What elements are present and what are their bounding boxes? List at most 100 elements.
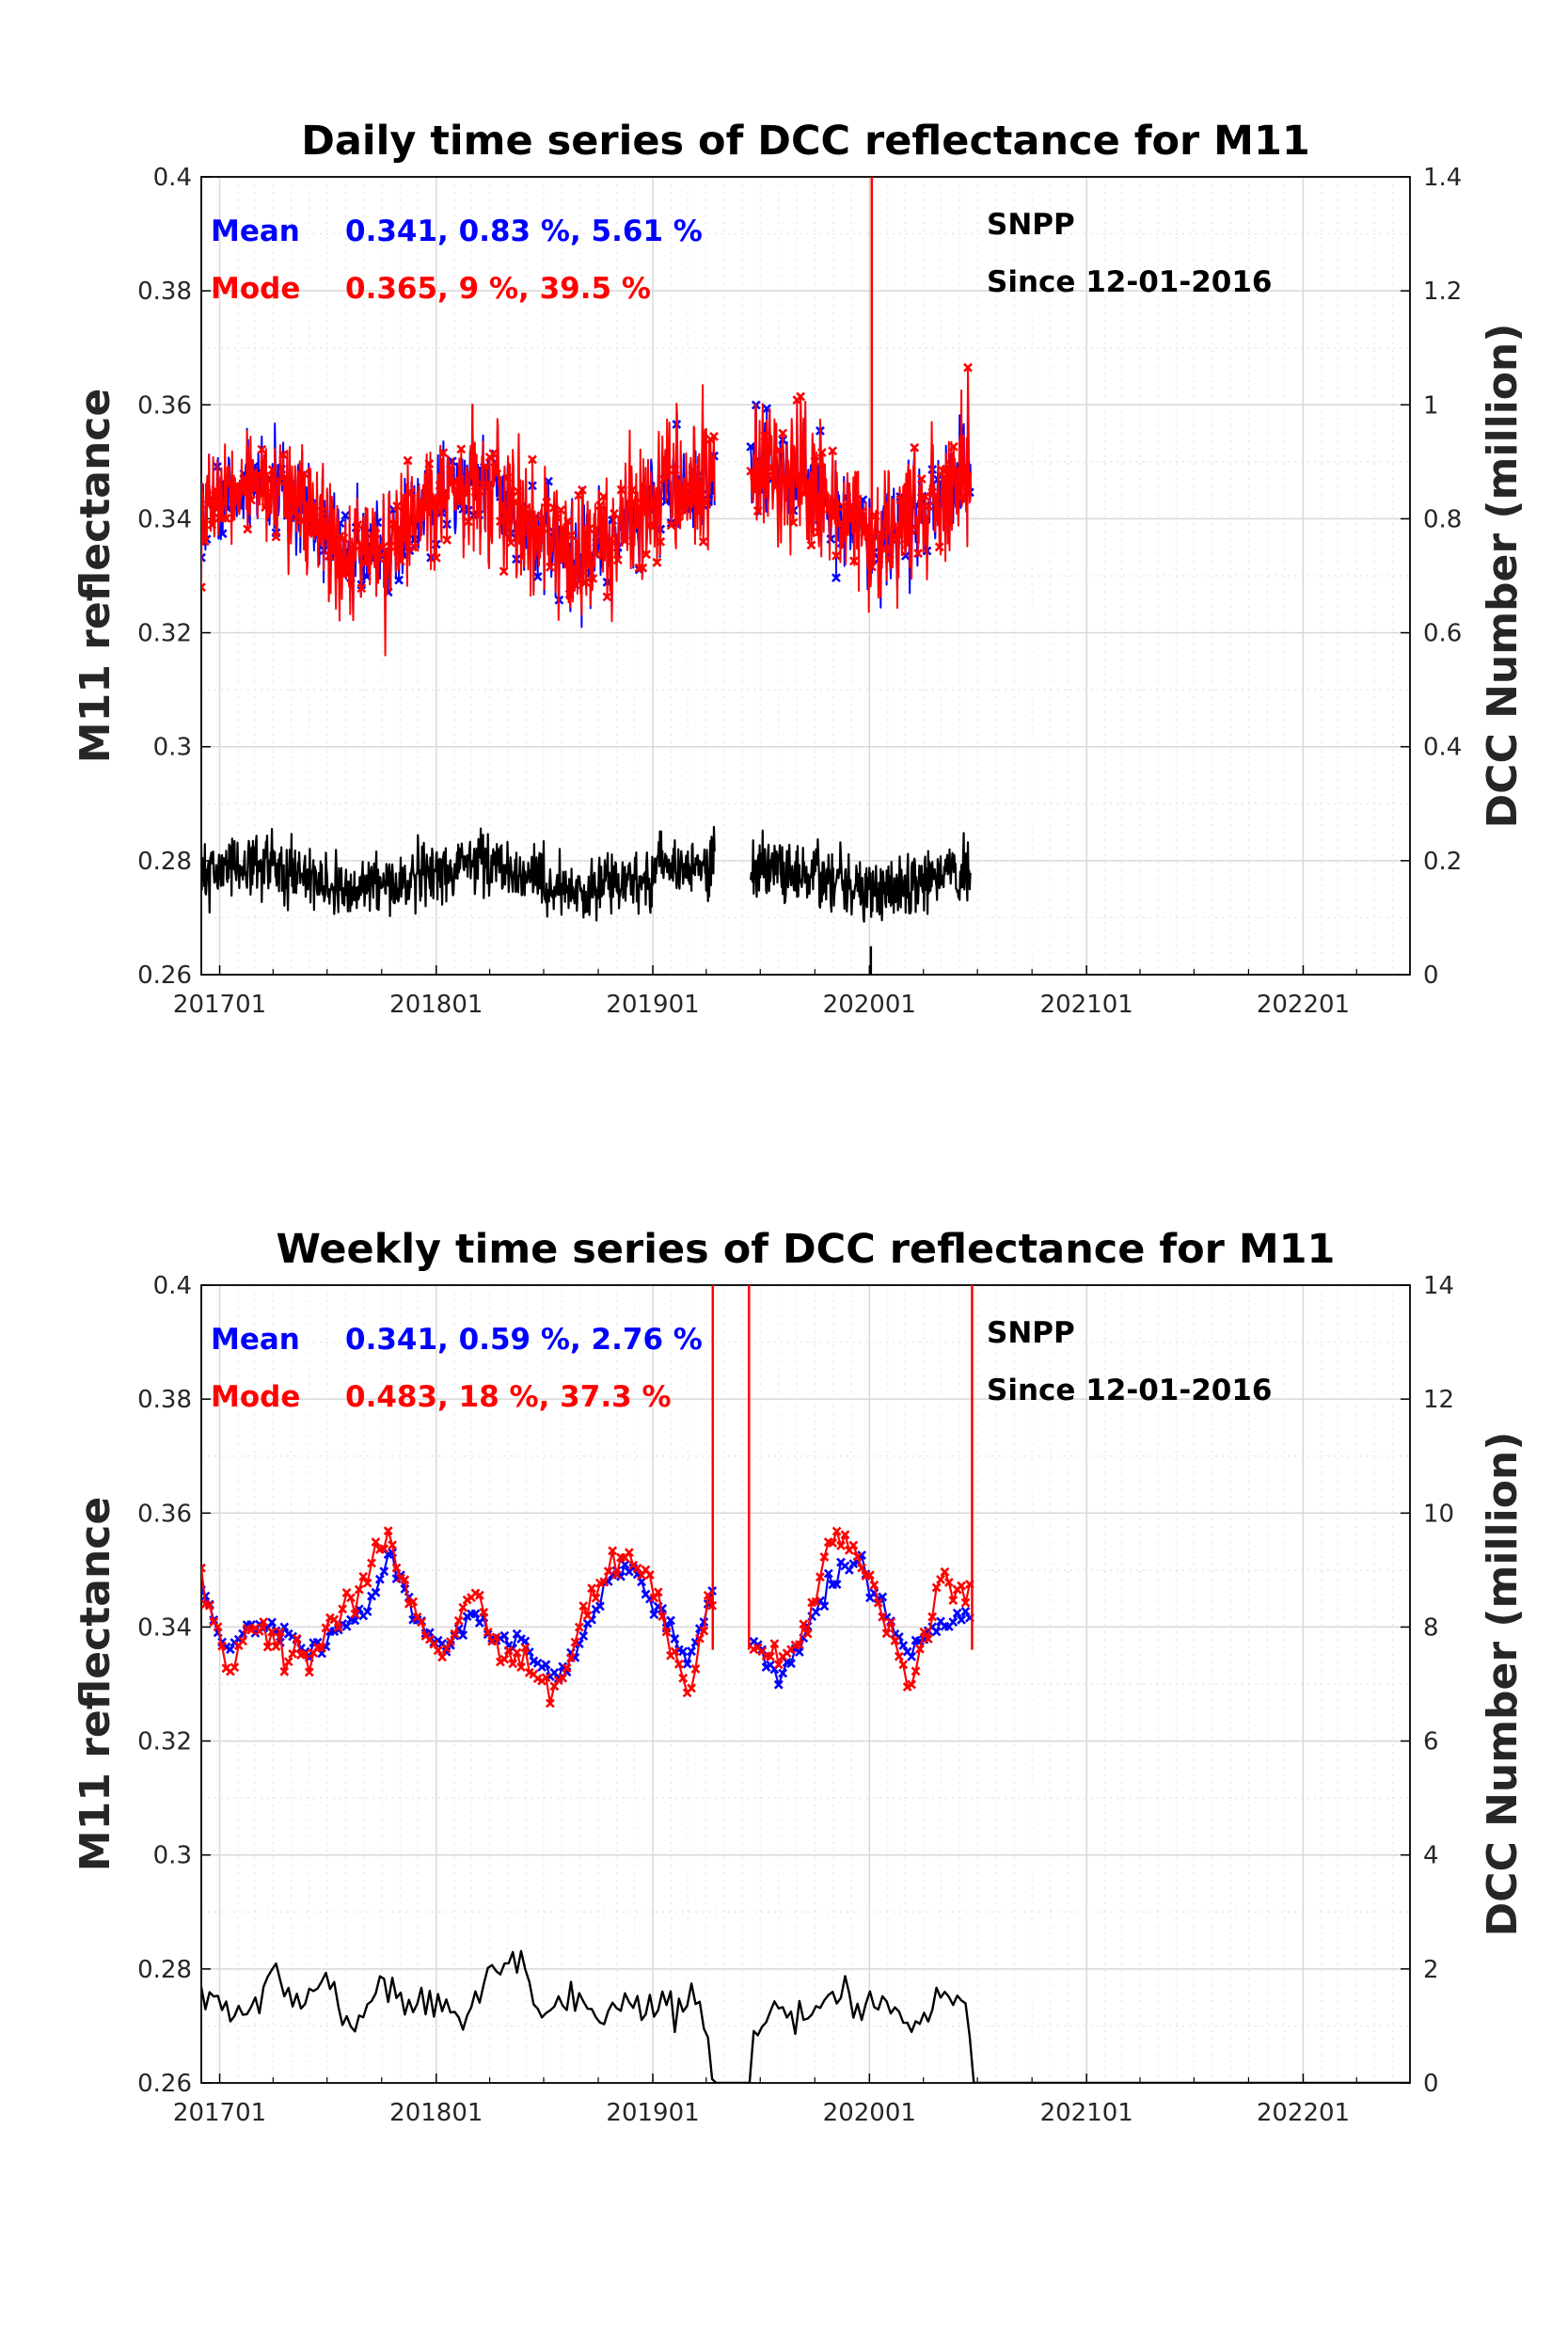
mode-marker bbox=[362, 1578, 372, 1588]
mean-marker bbox=[341, 510, 351, 520]
weekly-chart-panel: 0.26 0.28 0.3 0.32 0.34 0.36 0.38 0.4 0 2 4 6 8 10 12 1… bbox=[71, 1226, 1527, 2127]
mode-marker bbox=[417, 1617, 426, 1628]
mode-marker bbox=[463, 516, 473, 527]
mode-marker bbox=[285, 498, 295, 508]
mode-marker bbox=[267, 1627, 277, 1637]
mode-marker bbox=[578, 485, 587, 495]
mode-marker bbox=[842, 509, 852, 519]
mode-marker bbox=[263, 489, 274, 500]
mode-marker bbox=[814, 527, 823, 537]
mean-marker bbox=[957, 1614, 967, 1625]
mode-marker bbox=[546, 1698, 555, 1708]
x-tick-label: 202201 bbox=[1257, 991, 1350, 1019]
mode-marker bbox=[620, 536, 630, 546]
mean-marker bbox=[225, 1645, 235, 1655]
mode-marker bbox=[213, 1622, 223, 1632]
mode-marker bbox=[288, 1648, 298, 1659]
mode-marker bbox=[624, 498, 634, 508]
y-tick-label: 0.32 bbox=[137, 620, 192, 648]
mode-marker bbox=[884, 554, 895, 564]
mode-marker bbox=[778, 428, 788, 438]
mean-marker bbox=[823, 1568, 833, 1579]
mode-marker bbox=[670, 1646, 680, 1657]
mode-marker bbox=[606, 533, 616, 544]
mode-marker bbox=[566, 1653, 576, 1663]
mode-marker bbox=[691, 493, 702, 503]
mode-marker bbox=[591, 1593, 601, 1603]
mode-marker bbox=[848, 556, 859, 566]
mean-marker bbox=[541, 1660, 551, 1670]
mode-marker bbox=[346, 1593, 356, 1603]
mean-marker bbox=[649, 1610, 659, 1620]
mode-marker bbox=[201, 1563, 206, 1573]
mode-marker bbox=[832, 1526, 842, 1536]
mode-marker bbox=[892, 534, 902, 545]
since-label: Since 12-01-2016 bbox=[987, 265, 1273, 299]
x-tick-label: 201701 bbox=[173, 2099, 266, 2127]
mode-marker bbox=[648, 521, 658, 532]
y2-tick-label: 1 bbox=[1423, 391, 1439, 420]
mode-marker bbox=[313, 518, 324, 528]
mode-marker bbox=[806, 540, 816, 550]
mode-marker bbox=[810, 456, 820, 467]
mode-marker bbox=[542, 498, 552, 507]
mode-series bbox=[201, 384, 716, 657]
mode-marker bbox=[898, 505, 909, 516]
mode-marker bbox=[467, 472, 477, 483]
y2-tick-label: 2 bbox=[1423, 1956, 1439, 1984]
mode-marker bbox=[354, 1584, 364, 1595]
mode-marker bbox=[659, 474, 669, 485]
mode-marker bbox=[358, 1571, 369, 1581]
y-tick-label: 0.26 bbox=[137, 961, 192, 990]
mode-marker bbox=[927, 1612, 938, 1622]
y2-tick-label: 0.4 bbox=[1423, 734, 1462, 762]
mode-marker bbox=[902, 539, 912, 549]
mode-marker bbox=[488, 449, 499, 459]
mode-marker bbox=[452, 485, 463, 496]
mode-marker bbox=[690, 1664, 701, 1674]
mean-marker bbox=[620, 1560, 630, 1569]
mode-marker bbox=[275, 1627, 285, 1637]
y2-tick-label: 14 bbox=[1423, 1272, 1454, 1300]
mode-marker bbox=[895, 495, 906, 504]
mode-marker bbox=[496, 516, 505, 526]
x-tick-label: 201801 bbox=[389, 991, 483, 1019]
mode-marker bbox=[802, 482, 813, 492]
mean-marker bbox=[682, 1659, 692, 1669]
mode-marker bbox=[239, 473, 249, 484]
mode-marker bbox=[331, 546, 341, 556]
mode-marker bbox=[811, 1597, 821, 1607]
mode-marker bbox=[478, 480, 487, 490]
mean-marker bbox=[532, 572, 543, 581]
mode-marker bbox=[773, 1660, 784, 1670]
mode-marker bbox=[371, 1537, 381, 1547]
mode-marker bbox=[296, 516, 306, 526]
mode-marker bbox=[816, 448, 827, 457]
mean-marker bbox=[267, 1617, 277, 1628]
mode-marker bbox=[479, 1607, 489, 1617]
mode-marker bbox=[584, 524, 594, 533]
mode-marker bbox=[603, 1566, 613, 1577]
mode-marker bbox=[317, 506, 327, 516]
mode-marker bbox=[943, 1578, 954, 1587]
mode-marker bbox=[948, 441, 958, 452]
mode-marker bbox=[666, 520, 676, 531]
y-tick-label: 0.36 bbox=[137, 1500, 192, 1528]
mode-marker bbox=[752, 506, 763, 516]
mode-marker bbox=[800, 489, 809, 499]
mode-marker bbox=[201, 582, 206, 593]
mode-marker bbox=[770, 482, 781, 492]
mode-marker bbox=[431, 553, 441, 563]
mode-marker bbox=[204, 1600, 214, 1611]
mean-marker bbox=[931, 1627, 942, 1637]
mode-marker bbox=[661, 1627, 672, 1637]
mode-marker bbox=[346, 555, 356, 564]
mode-marker bbox=[963, 362, 973, 373]
mode-marker bbox=[548, 502, 559, 513]
mode-marker bbox=[881, 544, 891, 554]
mode-marker bbox=[435, 481, 445, 490]
mean-marker bbox=[379, 1566, 389, 1577]
mode-marker bbox=[329, 1614, 340, 1625]
mode-marker bbox=[919, 1627, 929, 1637]
